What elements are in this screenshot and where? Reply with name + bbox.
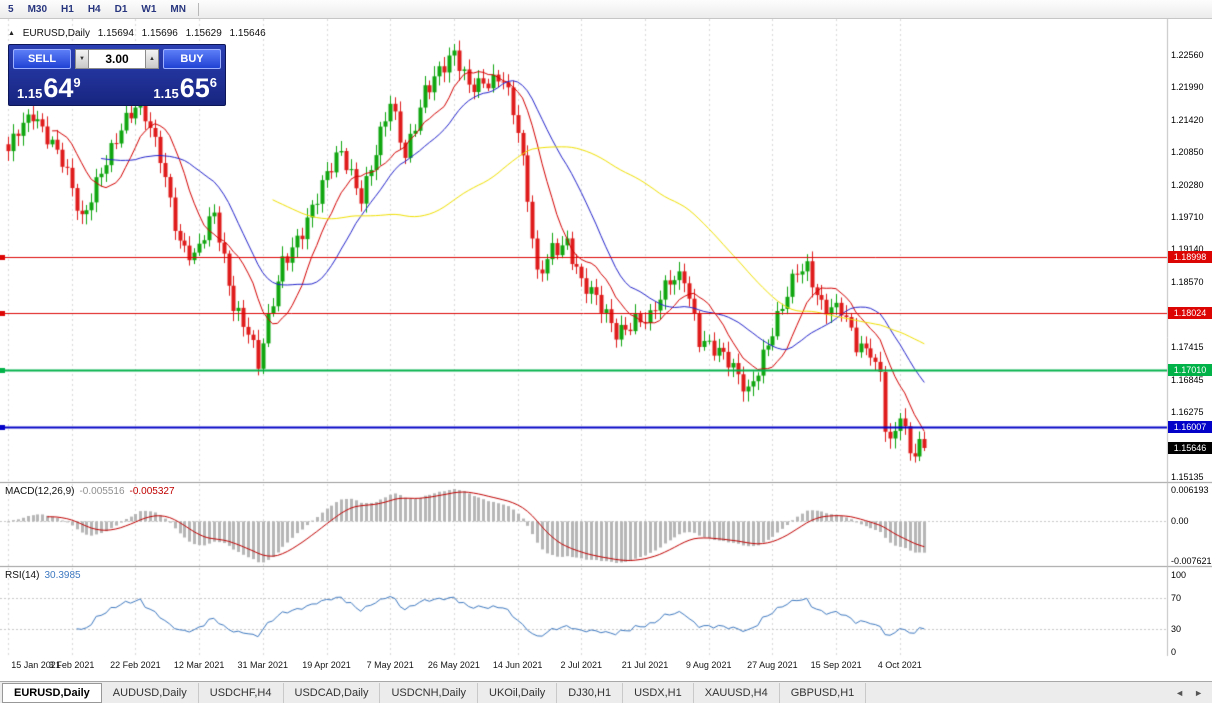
tabs-scroll-left-icon[interactable]: ◄ (1175, 687, 1185, 698)
rsi-title: RSI(14) (5, 570, 40, 581)
macd-indicator-label: MACD(12,26,9) -0.005516 -0.005327 (5, 486, 180, 497)
buy-button[interactable]: BUY (163, 49, 221, 69)
chart-tab-usdcnh-daily[interactable]: USDCNH,Daily (380, 682, 479, 703)
timeframe-button-h4[interactable]: H4 (87, 3, 101, 15)
timeframe-button-m30[interactable]: M30 (27, 3, 48, 15)
chart-tab-ukoil-daily[interactable]: UKOil,Daily (478, 682, 558, 703)
timeframe-button-d1[interactable]: D1 (114, 3, 128, 15)
timeframe-toolbar: 5 M30 H1 H4 D1 W1 MN (0, 0, 1212, 19)
chart-tab-gbpusd-h1[interactable]: GBPUSD,H1 (780, 682, 867, 703)
sell-price-display[interactable]: 1.15 64 9 (17, 73, 81, 103)
timeframe-button-w1[interactable]: W1 (141, 3, 157, 15)
chart-icon: ▲ (8, 30, 15, 37)
ohlc-open: 1.15694 (97, 28, 134, 39)
volume-input[interactable] (89, 49, 145, 69)
macd-title: MACD(12,26,9) (5, 486, 75, 497)
sell-price-pipette: 9 (73, 75, 81, 90)
tabs-scroll-right-icon[interactable]: ► (1194, 687, 1203, 698)
one-click-trading-panel: SELL ▼ ▲ BUY 1.15 64 9 1.15 65 6 (8, 44, 226, 106)
buy-price-pipette: 6 (209, 75, 217, 90)
ohlc-low: 1.15629 (185, 28, 222, 39)
volume-increase-icon[interactable]: ▲ (145, 49, 159, 69)
macd-signal-value: -0.005327 (129, 486, 175, 497)
buy-price-display[interactable]: 1.15 65 6 (153, 73, 217, 103)
chart-tab-usdcad-daily[interactable]: USDCAD,Daily (284, 682, 381, 703)
buy-price-prefix: 1.15 (153, 86, 179, 101)
tabs-scroll-controls: ◄ ► (1166, 688, 1212, 698)
rsi-value: 30.3985 (44, 570, 81, 581)
chart-tabs-bar: EURUSD,Daily AUDUSD,Daily USDCHF,H4 USDCAD,… (0, 681, 1212, 703)
rsi-indicator-label: RSI(14) 30.3985 (5, 570, 86, 581)
timeframe-button-mn[interactable]: MN (170, 3, 186, 15)
macd-main-value: -0.005516 (79, 486, 125, 497)
toolbar-separator (197, 2, 199, 16)
volume-stepper: ▼ ▲ (75, 49, 159, 69)
chart-tab-audusd-daily[interactable]: AUDUSD,Daily (102, 682, 199, 703)
chart-tab-xauusd-h4[interactable]: XAUUSD,H4 (694, 682, 780, 703)
sell-price-big: 64 (43, 73, 74, 103)
chart-symbol-period: EURUSD,Daily (22, 28, 90, 39)
sell-button[interactable]: SELL (13, 49, 71, 69)
buy-price-big: 65 (179, 73, 210, 103)
timeframe-button-5[interactable]: 5 (8, 3, 14, 15)
volume-decrease-icon[interactable]: ▼ (75, 49, 89, 69)
chart-tab-eurusd-daily[interactable]: EURUSD,Daily (2, 682, 102, 703)
chart-tab-dj30-h1[interactable]: DJ30,H1 (557, 682, 624, 703)
ohlc-high: 1.15696 (141, 28, 178, 39)
chart-tab-usdchf-h4[interactable]: USDCHF,H4 (199, 682, 284, 703)
chart-tab-usdx-h1[interactable]: USDX,H1 (623, 682, 694, 703)
timeframe-button-h1[interactable]: H1 (61, 3, 74, 15)
chart-ohlc-header: ▲ EURUSD,Daily 1.15694 1.15696 1.15629 1… (8, 28, 271, 39)
sell-price-prefix: 1.15 (17, 86, 43, 101)
price-chart-canvas[interactable] (0, 19, 1212, 681)
ohlc-close: 1.15646 (229, 28, 266, 39)
